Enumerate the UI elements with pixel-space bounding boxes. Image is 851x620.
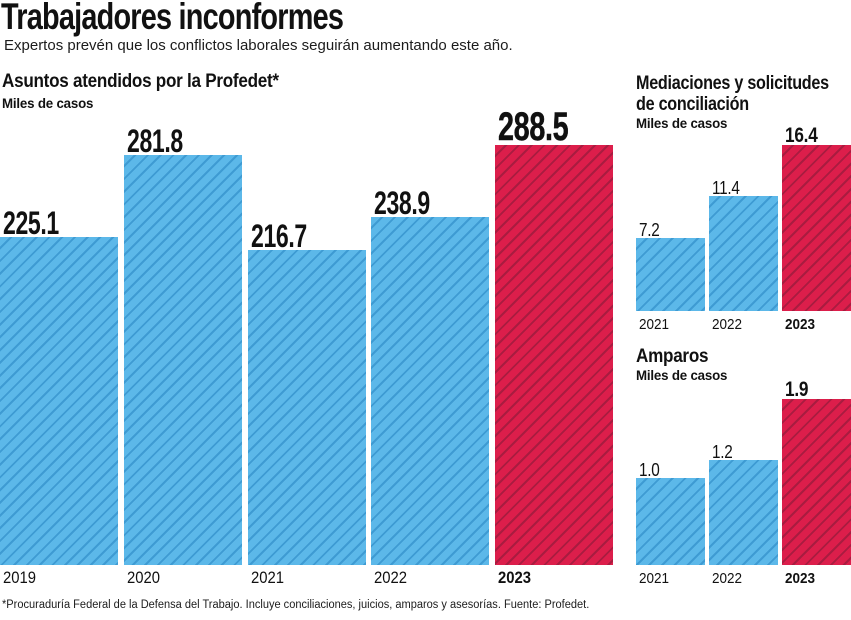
bar-value-label: 1.2 [712,442,733,462]
bar-2021 [636,238,705,311]
x-axis-label-2023: 2023 [785,570,816,587]
bar-value-label: 225.1 [3,205,59,241]
x-axis-label-2019: 2019 [3,569,37,587]
bar-2021 [248,250,366,565]
bar-2023 [782,399,851,565]
bar-value-label: 288.5 [498,105,569,149]
mediaciones-chart-title: Mediaciones y solicitudes de conciliació… [636,73,829,115]
bar-value-label: 1.0 [639,460,660,480]
amparos-bar-chart: 1.0 2021 1.2 2022 1.9 2023 [636,379,851,586]
bar-value-label: 281.8 [127,123,183,159]
x-axis-label-2021: 2021 [639,316,670,333]
mediaciones-chart-unit-label: Miles de casos [636,115,728,131]
x-axis-label-2023: 2023 [785,316,816,333]
x-axis-label-2021: 2021 [251,569,285,587]
bar-2021 [636,478,705,565]
bar-2019 [0,237,118,565]
bar-2022 [709,196,778,311]
mediaciones-bar-chart: 7.2 2021 11.4 2022 16.4 2023 [636,125,851,332]
bar-value-label: 1.9 [785,378,809,401]
amparos-chart-title: Amparos [636,346,709,367]
bar-value-label: 7.2 [639,220,660,240]
bar-value-label: 16.4 [785,124,818,147]
x-axis-label-2022: 2022 [712,316,743,333]
bar-2023 [495,145,613,565]
x-axis-label-2020: 2020 [127,569,161,587]
bar-2023 [782,145,851,311]
bar-2022 [371,217,489,565]
bar-2020 [124,155,242,565]
amparos-chart-unit-label: Miles de casos [636,367,728,383]
source-footnote: *Procuraduría Federal de la Defensa del … [2,599,590,611]
x-axis-label-2023: 2023 [498,569,532,587]
main-chart-unit-label: Miles de casos [2,95,94,111]
bar-value-label: 238.9 [374,185,430,221]
page-title: Trabajadores inconformes [1,0,344,37]
x-axis-label-2022: 2022 [374,569,408,587]
main-bar-chart: 225.1 2019 281.8 2020 216.7 2021 238.9 2022 288.… [0,107,616,586]
bar-2022 [709,460,778,565]
x-axis-label-2021: 2021 [639,570,670,587]
bar-value-label: 216.7 [251,218,307,254]
x-axis-label-2022: 2022 [712,570,743,587]
bar-value-label: 11.4 [712,178,740,198]
page-subtitle: Expertos prevén que los conflictos labor… [4,37,513,54]
main-chart-title: Asuntos atendidos por la Profedet* [2,71,279,92]
